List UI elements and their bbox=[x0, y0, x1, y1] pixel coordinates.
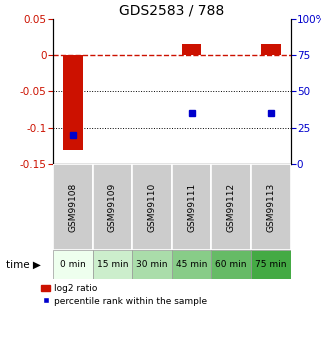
Text: 30 min: 30 min bbox=[136, 260, 168, 269]
Bar bbox=[92, 250, 132, 279]
Title: GDS2583 / 788: GDS2583 / 788 bbox=[119, 4, 224, 18]
Bar bbox=[63, 55, 83, 150]
Text: GSM99112: GSM99112 bbox=[227, 183, 236, 231]
Text: time ▶: time ▶ bbox=[6, 260, 41, 270]
Bar bbox=[172, 164, 211, 250]
Text: 75 min: 75 min bbox=[255, 260, 286, 269]
Text: 15 min: 15 min bbox=[97, 260, 128, 269]
Bar bbox=[251, 164, 291, 250]
Text: GSM99110: GSM99110 bbox=[147, 183, 156, 231]
Bar bbox=[172, 250, 211, 279]
Bar bbox=[53, 250, 92, 279]
Bar bbox=[211, 164, 251, 250]
Bar bbox=[261, 43, 281, 55]
Bar bbox=[92, 164, 132, 250]
Bar bbox=[132, 164, 172, 250]
Text: 0 min: 0 min bbox=[60, 260, 86, 269]
Text: 60 min: 60 min bbox=[215, 260, 247, 269]
Bar bbox=[182, 45, 202, 55]
Text: GSM99113: GSM99113 bbox=[266, 183, 275, 231]
Bar bbox=[53, 164, 92, 250]
Text: GSM99108: GSM99108 bbox=[68, 183, 77, 231]
Text: GSM99111: GSM99111 bbox=[187, 183, 196, 231]
Bar bbox=[251, 250, 291, 279]
Text: 45 min: 45 min bbox=[176, 260, 207, 269]
Bar bbox=[132, 250, 172, 279]
Legend: log2 ratio, percentile rank within the sample: log2 ratio, percentile rank within the s… bbox=[41, 284, 207, 306]
Text: GSM99109: GSM99109 bbox=[108, 183, 117, 231]
Bar bbox=[211, 250, 251, 279]
